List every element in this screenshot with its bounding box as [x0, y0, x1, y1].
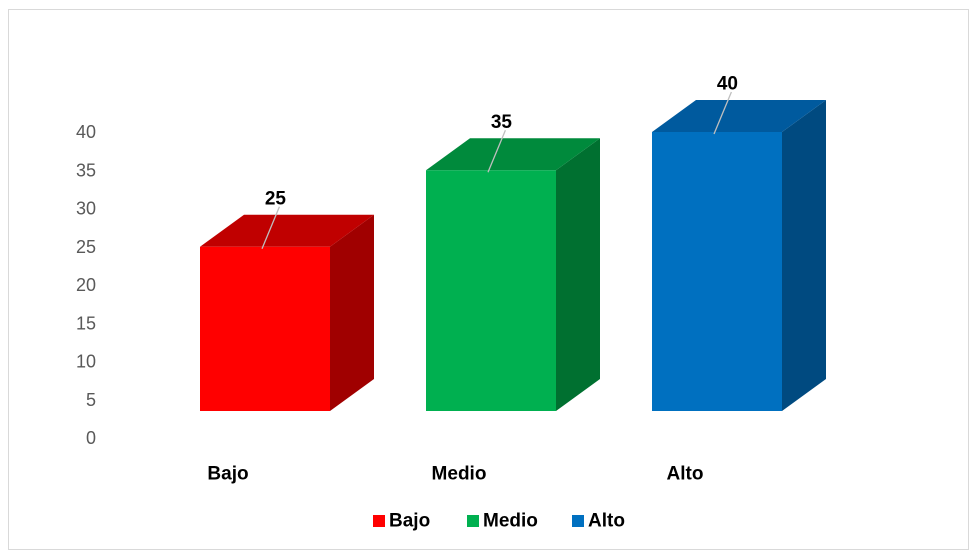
- y-tick-label: 0: [86, 428, 96, 448]
- legend: Bajo Medio Alto: [373, 511, 625, 532]
- bar-side-face: [556, 138, 600, 411]
- x-category-label: Alto: [667, 464, 704, 485]
- bar-alto: 40: [652, 74, 826, 411]
- bars: 25 35 40: [200, 74, 826, 411]
- bar-front-face: [200, 246, 330, 411]
- y-tick-label: 10: [76, 352, 96, 372]
- y-tick-label: 40: [76, 122, 96, 142]
- bar-bajo: 25: [200, 188, 374, 411]
- legend-swatch: [572, 515, 584, 527]
- bar-side-face: [330, 214, 374, 411]
- bar-top-face: [652, 100, 826, 132]
- legend-label: Medio: [483, 511, 538, 532]
- legend-swatch: [467, 515, 479, 527]
- y-tick-label: 15: [76, 313, 96, 333]
- y-tick-label: 30: [76, 199, 96, 219]
- bar-top-face: [426, 138, 600, 171]
- x-category-label: Medio: [432, 464, 487, 485]
- y-tick-label: 5: [86, 390, 96, 410]
- data-label: 40: [717, 74, 738, 95]
- y-axis: 0 5 10 15 20 25 30 35 40: [76, 122, 96, 448]
- legend-label: Bajo: [389, 511, 430, 532]
- legend-entry-medio: Medio: [467, 511, 538, 532]
- legend-entry-alto: Alto: [572, 511, 625, 532]
- bar-medio: 35: [426, 112, 600, 411]
- data-label-leader: [487, 130, 507, 173]
- y-tick-label: 35: [76, 160, 96, 180]
- legend-entry-bajo: Bajo: [373, 511, 430, 532]
- legend-label: Alto: [588, 511, 625, 532]
- bar-front-face: [426, 170, 556, 411]
- data-label: 35: [491, 112, 513, 133]
- x-category-label: Bajo: [207, 464, 248, 485]
- y-tick-label: 25: [76, 237, 96, 257]
- bar-top-face: [200, 214, 374, 247]
- bar-front-face: [652, 132, 782, 411]
- data-label: 25: [265, 188, 287, 209]
- legend-swatch: [373, 515, 385, 527]
- data-label-leader: [261, 206, 281, 249]
- y-tick-label: 20: [76, 275, 96, 295]
- x-axis: Bajo Medio Alto: [207, 464, 703, 485]
- data-label-leader: [713, 91, 733, 135]
- bar-side-face: [782, 100, 826, 411]
